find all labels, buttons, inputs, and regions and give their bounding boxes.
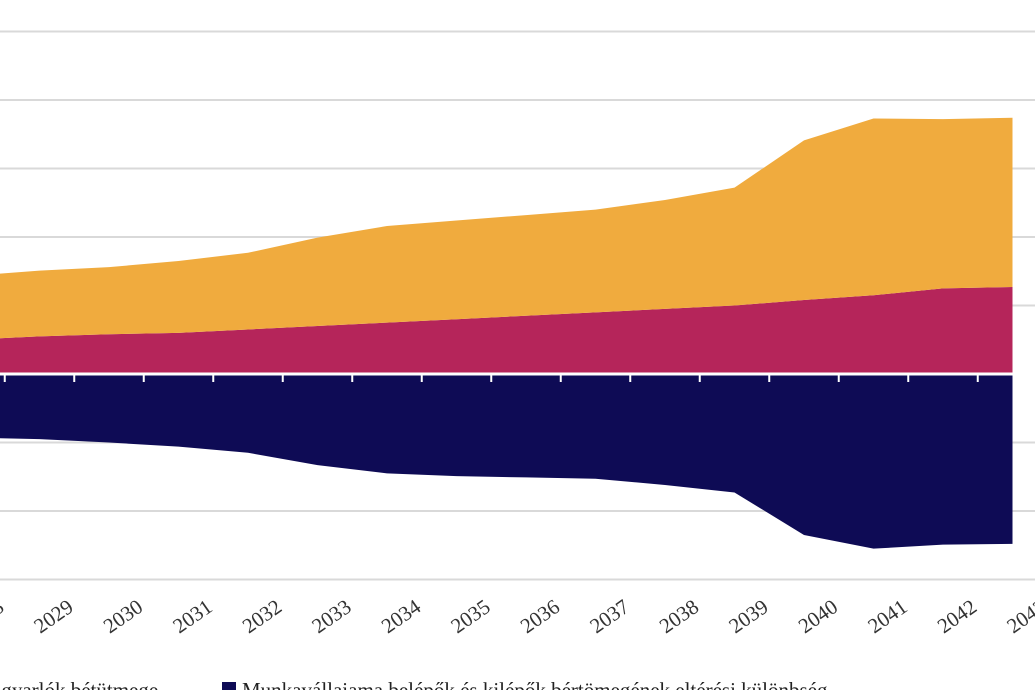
x-axis <box>0 372 1035 382</box>
x-tick-label: 2043 <box>1002 594 1035 638</box>
x-tick-label: 2038 <box>655 594 703 638</box>
x-tick-label: 2040 <box>794 594 842 638</box>
x-tick-label: 2042 <box>933 594 981 638</box>
x-tick-label: 2037 <box>585 594 633 638</box>
x-tick-label: 2028 <box>0 594 8 638</box>
x-tick-label: 2034 <box>377 594 426 638</box>
x-tick-label: 2033 <box>307 594 355 638</box>
x-tick-label: 2032 <box>238 594 286 638</box>
x-tick-label: 2035 <box>446 594 494 638</box>
x-tick-labels: 2028 2029 2030 2031 2032 2033 2034 2035 2036 2037… <box>0 594 1035 638</box>
legend-text-1: agyarlók bétütmege <box>0 678 158 690</box>
x-tick-label: 2030 <box>99 594 147 638</box>
legend: agyarlók bétütmege Munkavállaiama belépő… <box>0 678 828 690</box>
area-series-a <box>0 287 1013 374</box>
x-tick-label: 2041 <box>863 594 911 638</box>
x-tick-label: 2039 <box>724 594 772 638</box>
legend-marker-series-c <box>222 682 236 690</box>
area-series-c <box>0 374 1013 549</box>
x-tick-label: 2029 <box>29 594 77 638</box>
x-tick-label: 2036 <box>516 594 564 638</box>
area-series <box>0 117 1013 549</box>
area-series-b <box>0 117 1013 339</box>
legend-text-2: Munkavállaiama belépők és kilépők bértöm… <box>242 678 828 690</box>
x-tick-label: 2031 <box>168 594 216 638</box>
